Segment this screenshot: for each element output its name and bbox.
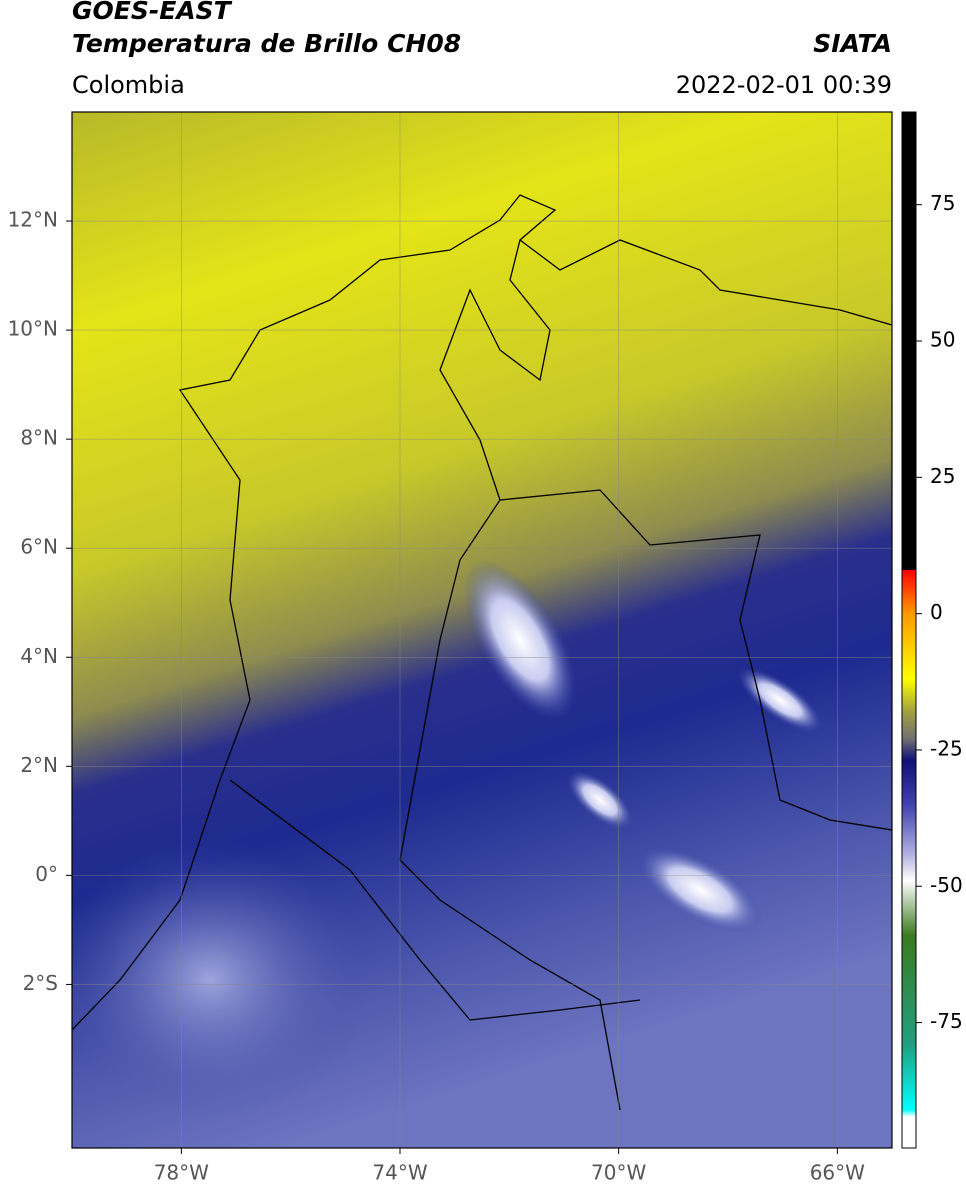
cloud [72, 840, 370, 1120]
colorbar-tick-label: -25 [930, 736, 963, 760]
map-frame [71, 111, 893, 1149]
x-tick-label: 70°W [591, 1161, 646, 1185]
x-tick-label: 78°W [154, 1161, 209, 1185]
source: SIATA [813, 29, 892, 58]
cloud [463, 559, 577, 721]
y-tick-label: 2°S [23, 971, 58, 995]
title: GOES-EAST [72, 0, 233, 25]
y-tick-label: 0° [35, 862, 58, 886]
y-tick-label: 10°N [8, 317, 58, 341]
y-tick-label: 12°N [8, 208, 58, 232]
y-tick-label: 6°N [20, 535, 58, 559]
cloud [567, 770, 633, 830]
subtitle: Temperatura de Brillo CH08 [72, 29, 461, 58]
colorbar-tick-label: 0 [930, 600, 943, 624]
colorbar-tick-label: 75 [930, 191, 955, 215]
cloud [637, 846, 763, 934]
y-tick-label: 4°N [20, 644, 58, 668]
axes [66, 112, 892, 1154]
region: Colombia [72, 71, 185, 99]
y-tick-label: 8°N [20, 426, 58, 450]
colorbar-tick-label: 25 [930, 464, 955, 488]
y-tick-label: 2°N [20, 753, 58, 777]
colorbar-tick-label: -50 [930, 873, 963, 897]
x-tick-label: 66°W [810, 1161, 865, 1185]
imagery [72, 112, 892, 1148]
cloud [737, 667, 823, 733]
x-tick-label: 74°W [372, 1161, 427, 1185]
colorbar-tick-label: 50 [930, 328, 955, 352]
colorbar [901, 111, 917, 1149]
colorbar-tick-label: -75 [930, 1009, 963, 1033]
datetime: 2022-02-01 00:39 [676, 71, 892, 99]
